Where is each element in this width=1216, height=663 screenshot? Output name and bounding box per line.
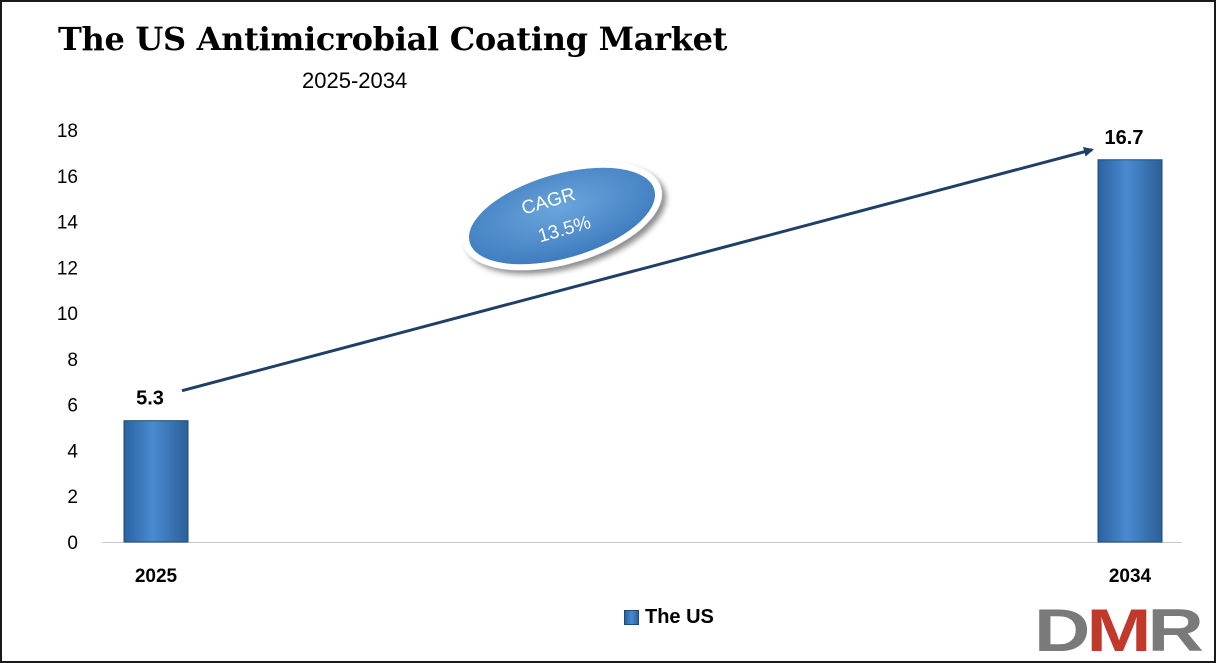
legend: The US [624, 606, 714, 629]
cagr-badge: CAGR 13.5% [462, 161, 662, 271]
y-axis: 0 2 4 6 8 10 12 14 16 18 [57, 121, 1182, 554]
cagr-arrow [181, 146, 1094, 393]
chart-title: The US Antimicrobial Coating Market [58, 20, 728, 58]
logo-letter: R [1148, 600, 1202, 656]
legend-swatch [624, 610, 639, 625]
bars: 5.3 2025 16.7 2034 [123, 127, 1163, 587]
y-tick-label: 12 [57, 258, 78, 279]
legend-label: The US [645, 606, 714, 628]
y-tick-label: 8 [67, 350, 78, 371]
x-tick-label-2034: 2034 [1109, 566, 1152, 587]
data-label-2034: 16.7 [1105, 127, 1144, 149]
bar-2025 [123, 420, 189, 543]
y-tick-label: 6 [67, 396, 78, 417]
logo-letter: M [1086, 600, 1147, 656]
cagr-arrow-layer [181, 146, 1094, 393]
y-tick-label: 10 [57, 304, 78, 325]
data-label-2025: 5.3 [136, 388, 164, 410]
y-tick-label: 18 [57, 121, 78, 142]
y-tick-label: 14 [57, 213, 79, 234]
y-tick-label: 16 [57, 167, 78, 188]
bar-2034 [1097, 159, 1163, 543]
chart-subtitle: 2025-2034 [302, 68, 408, 93]
y-tick-label: 4 [67, 441, 78, 462]
y-tick-label: 2 [67, 487, 78, 508]
logo-letter: D [1034, 600, 1087, 656]
y-tick-label: 0 [67, 533, 78, 554]
x-tick-label-2025: 2025 [135, 566, 178, 587]
